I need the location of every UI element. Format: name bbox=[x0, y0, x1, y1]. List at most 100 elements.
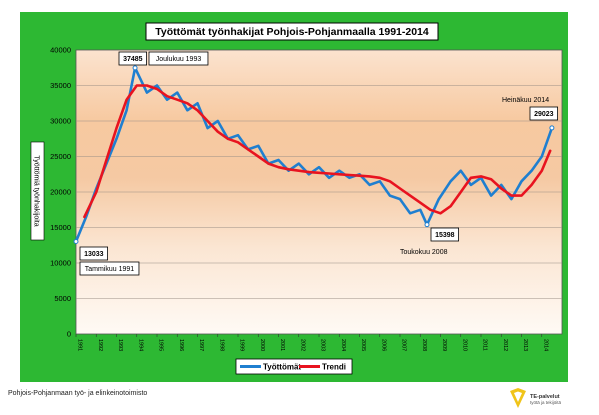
data-point bbox=[460, 170, 462, 172]
data-point bbox=[379, 180, 381, 182]
x-tick-label: 1992 bbox=[97, 339, 103, 351]
x-tick-label: 1999 bbox=[239, 339, 245, 351]
annotation-text: Heinäkuu 2014 bbox=[502, 97, 549, 104]
data-point bbox=[277, 159, 280, 161]
data-point bbox=[115, 138, 118, 140]
x-tick-label: 2005 bbox=[360, 339, 366, 351]
te-palvelut-logo: TE-palvelut työtä ja tekijöitä bbox=[510, 388, 562, 408]
data-point bbox=[470, 184, 472, 186]
annotation-text: Tammikuu 1991 bbox=[85, 266, 135, 273]
data-point bbox=[348, 177, 350, 179]
data-point bbox=[389, 194, 391, 197]
x-tick-label: 1995 bbox=[158, 339, 164, 351]
line-chart: 0 5000 10000 15000 20000 25000 30000 35000 40000… bbox=[20, 12, 568, 382]
data-point bbox=[257, 145, 259, 147]
x-tick-label: 2007 bbox=[401, 339, 407, 351]
x-tick-label: 2009 bbox=[441, 339, 447, 351]
data-point bbox=[176, 92, 178, 94]
y-axis-label-box bbox=[30, 141, 45, 241]
x-tick-label: 2011 bbox=[482, 339, 488, 351]
data-point bbox=[419, 209, 421, 211]
data-point bbox=[298, 163, 300, 165]
x-tick-label: 1996 bbox=[178, 339, 184, 351]
annotation-text: 13033 bbox=[84, 251, 104, 258]
annotation-text: 29023 bbox=[534, 111, 554, 118]
annotation-marker bbox=[549, 125, 555, 131]
data-point bbox=[369, 184, 371, 186]
legend: Työttömät Trendi bbox=[235, 358, 353, 375]
x-tick-label: 1993 bbox=[117, 339, 123, 351]
x-tick-label: 1998 bbox=[218, 339, 224, 351]
y-axis-label: Työttömiä työnhakijoita bbox=[33, 155, 40, 226]
annotation-box bbox=[118, 51, 148, 66]
annotation-box bbox=[529, 106, 559, 121]
data-point bbox=[196, 102, 199, 104]
data-point bbox=[520, 180, 523, 182]
te-palvelut-logo-tagline: työtä ja tekijöitä bbox=[530, 400, 562, 405]
data-point bbox=[409, 212, 411, 214]
data-point bbox=[318, 166, 320, 168]
annotation-box bbox=[79, 261, 140, 276]
data-point bbox=[438, 198, 440, 200]
x-tick-label: 2012 bbox=[502, 339, 508, 351]
data-point bbox=[156, 84, 158, 87]
annotation-text: Joulukuu 1993 bbox=[156, 56, 202, 63]
legend-label-tyottomat: Työttömät bbox=[263, 363, 301, 372]
annotation-marker bbox=[424, 222, 430, 228]
annotation-marker bbox=[132, 65, 138, 71]
data-point bbox=[541, 155, 543, 158]
x-tick-label: 2013 bbox=[522, 339, 528, 351]
y-tick-label: 30000 bbox=[50, 117, 71, 126]
annotation-box bbox=[79, 246, 109, 261]
y-tick-label: 0 bbox=[67, 330, 71, 339]
data-point bbox=[146, 92, 148, 94]
y-tick-label: 25000 bbox=[50, 152, 71, 161]
y-tick-label: 35000 bbox=[50, 81, 71, 90]
te-palvelut-logo-name: TE-palvelut bbox=[530, 394, 560, 400]
x-tick-label: 2001 bbox=[279, 339, 285, 351]
data-point bbox=[308, 173, 310, 175]
annotation-text: Toukokuu 2008 bbox=[400, 249, 448, 256]
annotation-box bbox=[148, 51, 209, 66]
annotation-text: 37485 bbox=[123, 56, 143, 63]
annotation-marker bbox=[73, 238, 79, 244]
data-point bbox=[186, 109, 188, 111]
data-point bbox=[531, 170, 533, 172]
series-line-tyottomat bbox=[74, 66, 554, 243]
series-line-trendi bbox=[83, 84, 552, 219]
annotation-box bbox=[430, 227, 460, 242]
data-point bbox=[450, 180, 452, 182]
data-point bbox=[207, 127, 209, 129]
chart-title: Työttömät työnhakijat Pohjois-Pohjanmaal… bbox=[155, 26, 429, 38]
y-tick-label: 40000 bbox=[50, 46, 71, 55]
annotation-text: 15398 bbox=[435, 232, 455, 239]
x-tick-label: 2010 bbox=[461, 339, 467, 351]
data-point bbox=[126, 109, 128, 111]
y-tick-label: 20000 bbox=[50, 188, 71, 197]
x-tick-label: 1997 bbox=[198, 339, 204, 351]
x-tick-label: 2008 bbox=[421, 339, 427, 351]
y-tick-label: 5000 bbox=[54, 294, 71, 303]
y-tick-label: 15000 bbox=[50, 223, 71, 232]
x-tick-label: 2003 bbox=[320, 339, 326, 351]
x-tick-label: 2000 bbox=[259, 339, 265, 351]
chart-title-box bbox=[145, 22, 439, 41]
legend-label-trendi: Trendi bbox=[322, 363, 346, 372]
footer-source: Pohjois-Pohjanmaan työ- ja elinkeinotoim… bbox=[8, 390, 148, 397]
data-point bbox=[338, 170, 340, 172]
y-tick-label: 10000 bbox=[50, 259, 71, 268]
data-point bbox=[399, 198, 401, 200]
legend-box bbox=[235, 358, 353, 375]
x-tick-label: 2006 bbox=[380, 339, 386, 351]
data-point bbox=[328, 177, 330, 179]
x-tick-label: 1994 bbox=[137, 339, 143, 351]
x-tick-label: 1991 bbox=[77, 339, 83, 351]
data-point bbox=[237, 134, 239, 136]
data-point bbox=[166, 99, 168, 101]
data-point bbox=[490, 194, 492, 197]
data-point bbox=[510, 198, 512, 200]
x-tick-label: 2004 bbox=[340, 339, 346, 351]
x-tick-label: 2014 bbox=[542, 339, 548, 351]
x-tick-label: 2002 bbox=[299, 339, 305, 351]
